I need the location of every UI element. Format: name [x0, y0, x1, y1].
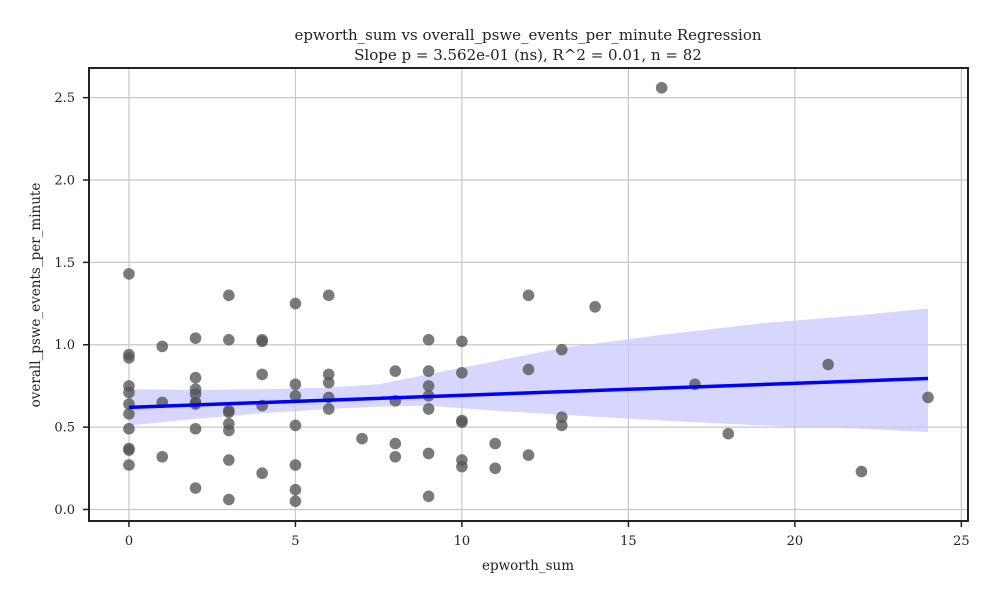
data-point: [256, 335, 268, 348]
data-point: [489, 462, 502, 475]
data-point: [655, 81, 668, 94]
data-point: [522, 289, 535, 302]
data-point: [555, 419, 568, 432]
x-tick-label: 5: [291, 534, 299, 549]
data-point: [123, 459, 135, 471]
data-point: [289, 419, 302, 432]
data-point: [189, 388, 202, 400]
data-point: [456, 416, 468, 428]
data-point: [123, 408, 135, 420]
data-point: [189, 332, 202, 344]
chart-subtitle: Slope p = 3.562e-01 (ns), R^2 = 0.01, n …: [354, 46, 702, 64]
data-point: [322, 368, 335, 381]
data-point: [356, 432, 368, 445]
y-tick-label: 2.0: [54, 174, 75, 189]
regression-line: [128, 376, 929, 410]
data-point: [855, 465, 868, 478]
data-point: [722, 427, 735, 440]
data-point: [223, 289, 235, 302]
data-point: [555, 411, 568, 424]
data-point: [123, 444, 135, 456]
data-point: [456, 366, 468, 379]
data-point: [289, 390, 302, 402]
data-point: [822, 358, 834, 371]
data-point: [422, 447, 435, 460]
y-tick-label: 0.0: [54, 503, 75, 518]
data-point: [422, 334, 435, 346]
x-tick-label: 10: [454, 534, 471, 549]
chart-title: epworth_sum vs overall_pswe_events_per_m…: [294, 26, 761, 44]
y-tick-label: 1.5: [54, 256, 75, 271]
scatter-points: [123, 81, 934, 508]
x-tick-label: 15: [620, 534, 637, 549]
data-point: [289, 483, 302, 496]
data-point: [223, 493, 235, 506]
data-point: [322, 376, 335, 389]
data-point: [223, 334, 235, 346]
plot-frame: [88, 67, 969, 522]
grid: [89, 68, 968, 521]
x-tick-label: 0: [125, 534, 133, 549]
data-point: [389, 365, 402, 377]
x-axis-label: epworth_sum: [482, 558, 574, 574]
data-point: [223, 454, 235, 466]
y-axis-label: overall_pswe_events_per_minute: [28, 183, 44, 408]
data-point: [289, 495, 302, 508]
data-point: [456, 335, 468, 348]
data-point: [589, 301, 601, 313]
regression-line-layer: [128, 376, 929, 410]
data-point: [123, 268, 135, 280]
data-point: [189, 422, 202, 435]
data-point: [422, 365, 435, 377]
x-tick-label: 25: [953, 534, 970, 549]
data-point: [322, 403, 335, 415]
data-point: [456, 460, 468, 473]
data-point: [422, 490, 435, 503]
data-point: [522, 363, 535, 376]
data-point: [489, 437, 502, 450]
data-point: [123, 352, 135, 364]
data-point: [189, 371, 202, 384]
x-axis-ticks: 0 5 10 15 20 25: [125, 521, 970, 549]
data-point: [123, 422, 135, 435]
x-tick-label: 20: [787, 534, 804, 549]
data-point: [289, 378, 302, 391]
data-point: [555, 343, 568, 356]
data-point: [156, 450, 169, 463]
data-point: [156, 340, 169, 353]
data-point: [422, 403, 435, 415]
y-tick-label: 2.5: [54, 91, 75, 106]
data-point: [123, 386, 135, 399]
y-axis-ticks: 0.0 0.5 1.0 1.5 2.0 2.5: [54, 91, 89, 518]
data-point: [256, 467, 268, 480]
data-point: [922, 391, 934, 404]
data-point: [189, 482, 202, 494]
y-tick-label: 0.5: [54, 421, 75, 436]
data-point: [522, 449, 535, 461]
data-point: [289, 459, 302, 471]
data-point: [322, 289, 335, 302]
data-point: [289, 297, 302, 310]
data-point: [422, 380, 435, 392]
data-point: [389, 450, 402, 463]
data-point: [389, 437, 402, 450]
y-tick-label: 1.0: [54, 338, 75, 353]
data-point: [256, 368, 268, 381]
data-point: [223, 424, 235, 437]
data-point: [223, 406, 235, 419]
